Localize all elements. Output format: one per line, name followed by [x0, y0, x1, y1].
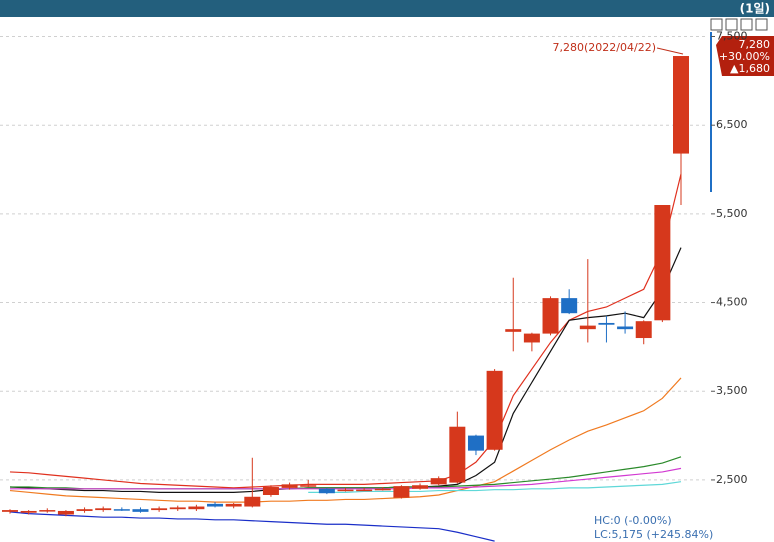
- candle-body: [225, 503, 242, 507]
- candle-body: [300, 485, 317, 487]
- icon[interactable]: [725, 18, 738, 31]
- candle-body: [635, 321, 652, 339]
- y-tick-label: 4,500: [716, 296, 748, 309]
- y-tick-label: 5,500: [716, 207, 748, 220]
- candle-body: [542, 298, 559, 334]
- candle-body: [188, 506, 205, 510]
- candle-body: [523, 333, 540, 343]
- candle-body: [505, 329, 522, 332]
- candle-body: [281, 484, 298, 488]
- candle-body: [654, 205, 671, 321]
- footer-text: LC:5,175 (+245.84%): [594, 528, 713, 541]
- candle-body: [169, 507, 186, 510]
- candle-body: [598, 322, 615, 325]
- candle-body: [393, 486, 410, 498]
- candle-body: [430, 478, 447, 485]
- y-tick-label: 2,500: [716, 473, 748, 486]
- candle-body: [374, 488, 391, 491]
- candle-body: [20, 510, 37, 513]
- candle-body: [449, 426, 466, 483]
- annotation: 7,280(2022/04/22): [553, 41, 656, 54]
- candle-body: [318, 488, 335, 494]
- candle-body: [337, 489, 354, 492]
- icon[interactable]: [740, 18, 753, 31]
- candle-body: [561, 298, 578, 314]
- y-tick-label: 7,500: [716, 30, 748, 43]
- candle-body: [113, 509, 130, 511]
- icon[interactable]: [710, 18, 723, 31]
- candle-body: [244, 496, 261, 507]
- price-box-text: 7,280: [739, 38, 771, 51]
- candle-body: [579, 325, 596, 330]
- y-tick-label: 3,500: [716, 384, 748, 397]
- candle-body: [151, 508, 168, 511]
- ma-line: [308, 481, 682, 493]
- candle-body: [467, 435, 484, 451]
- header-period: (1일): [740, 2, 770, 16]
- annotation-arrow: [656, 47, 684, 55]
- icon[interactable]: [755, 18, 768, 31]
- ma-line: [9, 377, 682, 503]
- price-box: [716, 36, 774, 76]
- ma-line: [9, 511, 495, 542]
- header-bar: [0, 0, 774, 17]
- footer-text: HC:0 (-0.00%): [594, 514, 672, 527]
- candle-body: [207, 503, 224, 507]
- candle-body: [617, 326, 634, 330]
- candle-body: [95, 508, 112, 511]
- price-box-text: +30.00%: [719, 50, 770, 63]
- candle-body: [76, 509, 93, 511]
- price-box-text: ▲1,680: [730, 62, 770, 75]
- candle-body: [57, 510, 74, 515]
- candle-body: [673, 56, 689, 154]
- header-icons[interactable]: [710, 18, 768, 31]
- candle-body: [2, 510, 18, 512]
- candle-body: [39, 510, 56, 512]
- candle-body: [486, 370, 503, 450]
- candle-body: [356, 489, 373, 492]
- candle-body: [262, 487, 279, 495]
- candle-body: [412, 485, 429, 489]
- y-tick-label: 6,500: [716, 118, 748, 131]
- candle-body: [132, 509, 149, 512]
